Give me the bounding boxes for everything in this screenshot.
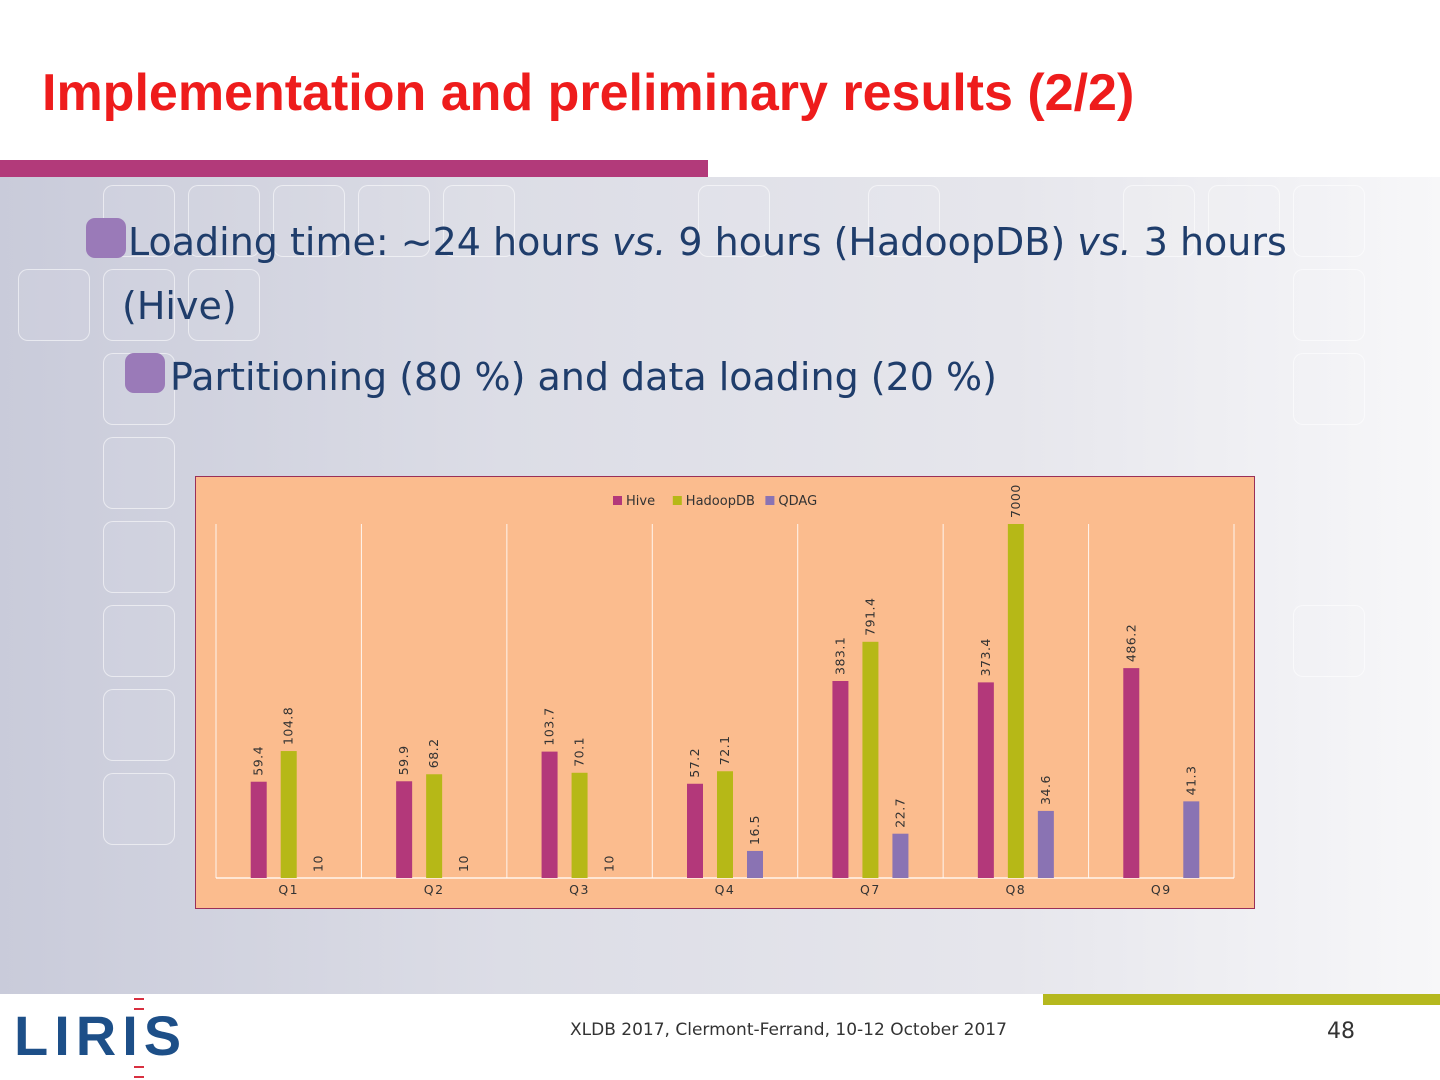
decorative-tile xyxy=(1208,185,1280,257)
decorative-tile xyxy=(188,269,260,341)
decorative-tile xyxy=(103,269,175,341)
sub-bullet-partitioning: Partitioning (80 %) and data loading (20… xyxy=(170,347,997,407)
bar-qdag-q4 xyxy=(747,850,763,878)
data-label: 22.7 xyxy=(892,798,907,828)
x-tick-label: Q1 xyxy=(278,882,299,897)
bar-hive-q1 xyxy=(250,781,267,878)
decorative-tile xyxy=(103,521,175,593)
bullet-marker xyxy=(86,218,126,258)
slide-title: Implementation and preliminary results (… xyxy=(42,64,1135,122)
decorative-tile xyxy=(443,185,515,257)
decorative-tile xyxy=(103,773,175,845)
legend-swatch xyxy=(613,496,622,505)
decorative-tile xyxy=(103,689,175,761)
data-label: 16.5 xyxy=(747,815,762,845)
decorative-tile xyxy=(868,185,940,257)
bar-qdag-q7 xyxy=(892,833,909,878)
decorative-tile xyxy=(103,437,175,509)
data-label: 10 xyxy=(602,855,617,872)
bar-hive-q9 xyxy=(1123,668,1140,878)
x-tick-label: Q3 xyxy=(569,882,590,897)
legend-swatch xyxy=(765,496,775,505)
footer-bar xyxy=(1043,994,1440,1005)
decorative-tile xyxy=(1293,185,1365,257)
bullet-0-part: 9 hours (HadoopDB) xyxy=(666,220,1078,264)
data-label: 7000 xyxy=(1008,484,1023,518)
bar-hive-q3 xyxy=(541,751,558,878)
bar-hadoopdb-q1 xyxy=(280,751,297,878)
data-label: 103.7 xyxy=(542,707,557,745)
legend-label: QDAG xyxy=(778,494,817,509)
bar-qdag-q8 xyxy=(1037,810,1054,878)
data-label: 34.6 xyxy=(1038,775,1053,805)
bullet-0-part: vs. xyxy=(1077,220,1132,264)
data-label: 10 xyxy=(311,855,326,872)
bullet-0-part: vs. xyxy=(611,220,667,264)
bar-qdag-q9 xyxy=(1183,801,1200,878)
bullet-loading-time: Loading time: ~24 hours vs. 9 hours (Had… xyxy=(128,212,1287,272)
loading-time-bar-chart: 59.4 104.8 10 Q1 59.9 68.2 10 Q2 103.7 70.1 10 Q3 57… xyxy=(195,476,1255,909)
data-label: 57.2 xyxy=(687,748,702,778)
bar-hive-q2 xyxy=(396,781,413,878)
bar-hadoopdb-q3 xyxy=(571,772,588,878)
logo-accent-mark xyxy=(134,1066,144,1078)
legend-label: Hive xyxy=(626,494,655,509)
decorative-tile xyxy=(1293,269,1365,341)
data-label: 383.1 xyxy=(832,637,847,675)
data-label: 373.4 xyxy=(978,638,993,676)
legend-label: HadoopDB xyxy=(686,494,755,509)
bar-hadoopdb-q7 xyxy=(862,641,879,878)
data-label: 72.1 xyxy=(717,735,732,765)
decorative-tile xyxy=(18,269,90,341)
decorative-tile xyxy=(358,185,430,257)
data-label: 59.9 xyxy=(396,745,411,775)
bar-hive-q8 xyxy=(977,682,994,878)
bar-hive-q7 xyxy=(832,680,849,878)
data-label: 41.3 xyxy=(1183,766,1198,796)
data-label: 10 xyxy=(456,855,471,872)
bullet-0-part: 3 hours xyxy=(1131,220,1287,264)
decorative-tile xyxy=(698,185,770,257)
decorative-tile xyxy=(1123,185,1195,257)
decorative-tile xyxy=(103,605,175,677)
data-label: 791.4 xyxy=(862,597,877,635)
data-label: 68.2 xyxy=(426,738,441,768)
bar-hadoopdb-q2 xyxy=(426,774,443,878)
data-label: 70.1 xyxy=(572,737,587,767)
x-tick-label: Q7 xyxy=(860,882,881,897)
data-label: 104.8 xyxy=(281,707,296,745)
decorative-tile xyxy=(188,185,260,257)
logo-accent-mark xyxy=(134,998,144,1010)
decorative-tile xyxy=(273,185,345,257)
logo-wordmark: LIRIS xyxy=(14,1004,188,1067)
x-tick-label: Q4 xyxy=(715,882,736,897)
x-tick-label: Q8 xyxy=(1005,882,1026,897)
bullet-loading-time-continuation: (Hive) xyxy=(122,284,237,328)
bar-hadoopdb-q8 xyxy=(1007,524,1024,878)
bullet-1-part: Partitioning (80 %) and data loading (20… xyxy=(170,355,997,399)
title-rule xyxy=(0,160,708,177)
bullet-0-part: Loading time: ~24 hours xyxy=(128,220,612,264)
decorative-tile xyxy=(1293,605,1365,677)
data-label: 486.2 xyxy=(1123,624,1138,662)
sub-bullet-marker xyxy=(125,353,165,393)
decorative-tile xyxy=(1293,353,1365,425)
footer-text: XLDB 2017, Clermont-Ferrand, 10-12 Octob… xyxy=(570,1020,1007,1040)
legend-swatch xyxy=(672,496,682,505)
bar-hive-q4 xyxy=(687,783,703,878)
liris-logo: LIRIS xyxy=(14,996,194,1078)
x-tick-label: Q9 xyxy=(1151,882,1172,897)
data-label: 59.4 xyxy=(251,746,266,776)
bar-hadoopdb-q4 xyxy=(717,771,733,878)
page-number: 48 xyxy=(1327,1019,1355,1044)
x-tick-label: Q2 xyxy=(424,882,445,897)
